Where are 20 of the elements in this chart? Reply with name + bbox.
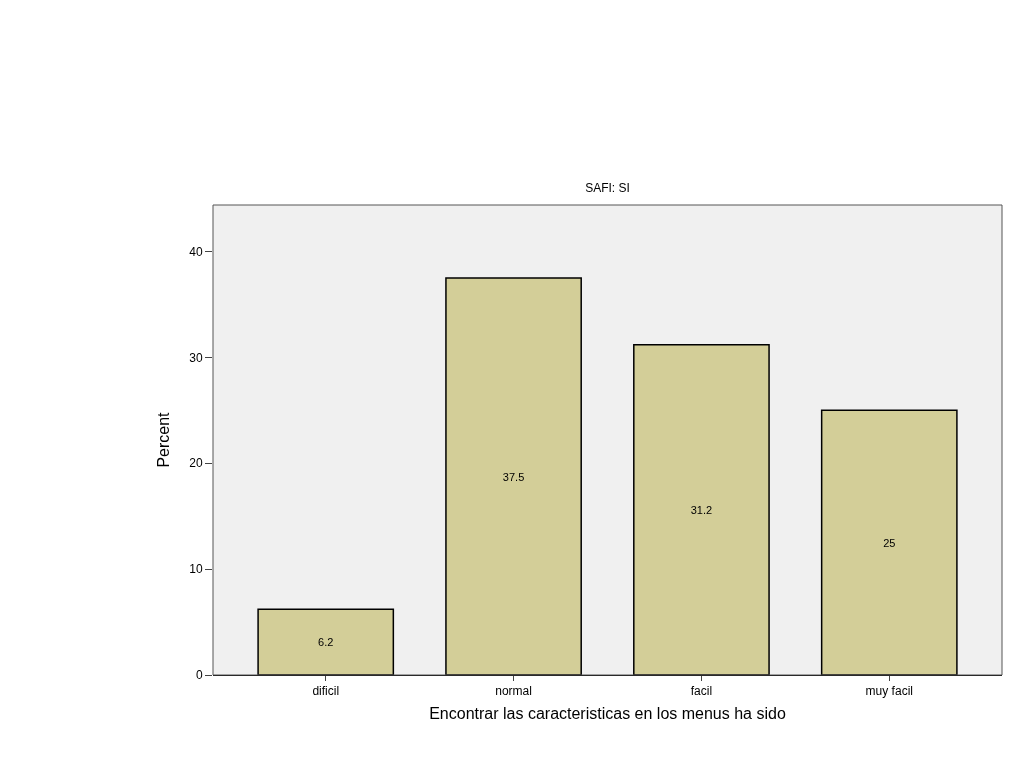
x-tick-label: dificil [312,684,340,699]
x-tick-label: muy facil [865,684,913,699]
chart-title: SAFI: SI [585,181,630,195]
y-tick-label: 40 [189,244,203,259]
y-tick-label: 30 [189,350,203,365]
data-label: 6.2 [318,636,334,649]
x-tick-label: normal [495,684,532,699]
x-tick-label: facil [690,684,713,699]
y-tick-label: 20 [189,456,203,471]
bar [445,277,582,675]
bar [633,343,770,675]
bar [820,409,958,675]
data-label: 37.5 [502,470,525,483]
data-label: 31.2 [690,503,713,516]
y-tick-label: 10 [189,562,203,577]
data-label: 25 [883,536,896,549]
bar [257,608,395,675]
y-tick-label: 0 [195,668,203,683]
x-axis-title: Encontrar las caracteristicas en los menus ha sido [429,705,786,723]
y-axis-title: Percent [155,411,173,468]
